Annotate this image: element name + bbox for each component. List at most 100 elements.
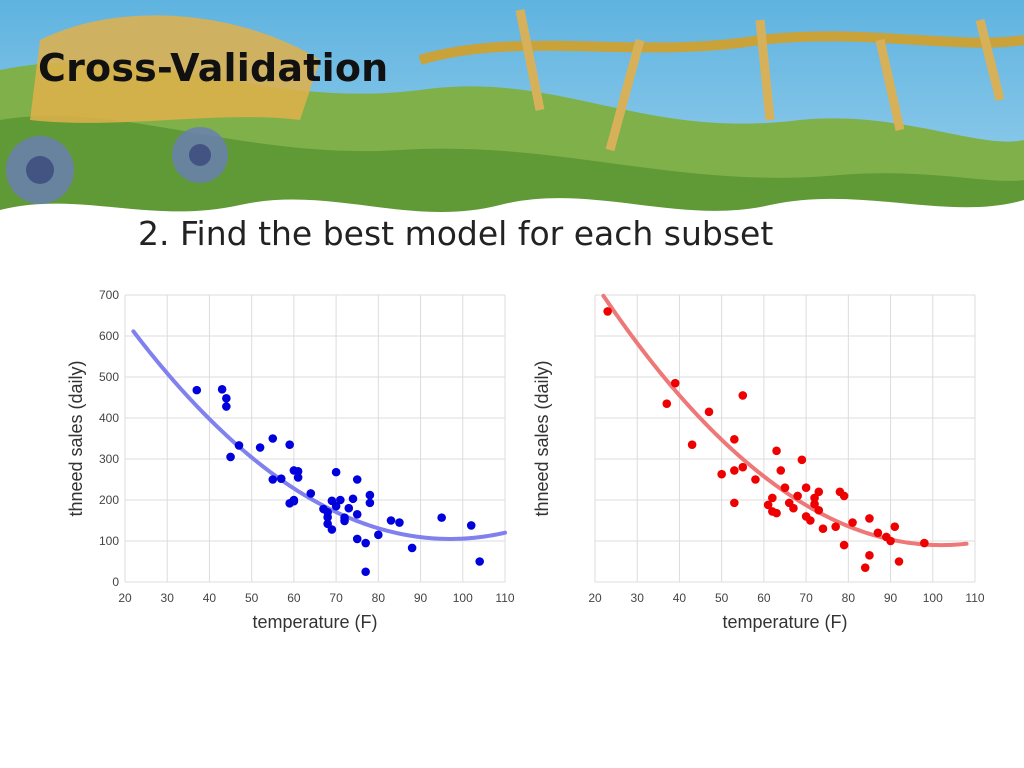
data-point bbox=[268, 475, 278, 484]
x-tick-label: 70 bbox=[799, 591, 813, 605]
x-tick-label: 20 bbox=[118, 591, 132, 605]
data-point bbox=[890, 522, 900, 531]
data-point bbox=[772, 508, 781, 518]
data-point bbox=[268, 434, 278, 443]
data-point bbox=[352, 534, 362, 544]
data-point bbox=[730, 466, 739, 475]
data-point bbox=[336, 495, 345, 505]
y-tick-label: 100 bbox=[99, 534, 119, 548]
data-point bbox=[839, 540, 849, 550]
data-point bbox=[763, 500, 773, 510]
x-tick-label: 30 bbox=[161, 591, 175, 605]
data-point bbox=[276, 474, 286, 483]
data-point bbox=[662, 399, 672, 408]
data-point bbox=[340, 516, 349, 526]
data-point bbox=[831, 522, 840, 531]
x-tick-label: 50 bbox=[715, 591, 729, 605]
x-tick-label: 60 bbox=[287, 591, 301, 605]
data-point bbox=[810, 499, 819, 509]
x-tick-label: 90 bbox=[414, 591, 428, 605]
x-tick-label: 90 bbox=[884, 591, 898, 605]
data-point bbox=[361, 567, 370, 577]
data-point bbox=[801, 483, 811, 492]
data-point bbox=[222, 402, 231, 411]
data-point bbox=[386, 516, 396, 525]
data-point bbox=[293, 473, 303, 482]
data-point bbox=[331, 467, 341, 477]
y-tick-label: 600 bbox=[99, 329, 119, 343]
scatter-chart-blue: 20 30 40 50 60 70 80 90 100 110 0 100 200 300 400 500 60… bbox=[50, 270, 530, 650]
x-tick-label: 70 bbox=[329, 591, 343, 605]
chart-svg-red: 20 30 40 50 60 70 80 90 100 110 temperature (F) thn… bbox=[532, 293, 985, 632]
data-point bbox=[344, 503, 354, 513]
slide-subtitle: 2. Find the best model for each subset bbox=[138, 214, 774, 253]
data-point bbox=[407, 543, 417, 553]
y-tick-label: 400 bbox=[99, 411, 119, 425]
data-point bbox=[873, 528, 883, 538]
data-point bbox=[776, 466, 786, 475]
fit-curve bbox=[601, 293, 969, 548]
data-point bbox=[255, 443, 265, 452]
data-point bbox=[331, 501, 341, 511]
data-point bbox=[865, 514, 874, 523]
data-point bbox=[466, 521, 476, 530]
data-point bbox=[285, 440, 294, 449]
data-point bbox=[217, 385, 227, 394]
data-point bbox=[717, 469, 726, 479]
data-point bbox=[603, 307, 612, 316]
data-point bbox=[793, 491, 802, 501]
data-point bbox=[327, 525, 337, 534]
x-tick-label: 100 bbox=[923, 591, 943, 605]
y-tick-label: 200 bbox=[99, 493, 119, 507]
data-point bbox=[780, 483, 790, 492]
x-tick-label: 40 bbox=[203, 591, 217, 605]
data-point bbox=[348, 494, 358, 504]
decorative-banner bbox=[0, 0, 1024, 240]
data-point bbox=[704, 407, 714, 417]
data-point bbox=[818, 524, 828, 533]
data-point bbox=[395, 518, 404, 527]
data-point bbox=[730, 498, 739, 508]
x-tick-label: 30 bbox=[631, 591, 645, 605]
data-point bbox=[738, 462, 748, 472]
data-point bbox=[814, 487, 824, 497]
data-point bbox=[738, 391, 748, 400]
data-point bbox=[670, 378, 680, 388]
data-point bbox=[222, 394, 231, 403]
data-point bbox=[814, 505, 824, 515]
x-tick-label: 20 bbox=[588, 591, 602, 605]
data-point bbox=[365, 498, 375, 508]
data-point bbox=[374, 530, 383, 540]
data-point bbox=[352, 510, 362, 519]
data-point bbox=[293, 467, 303, 476]
y-tick-label: 700 bbox=[99, 288, 119, 302]
chart-svg-blue: 20 30 40 50 60 70 80 90 100 110 0 100 200 300 400 500 60… bbox=[66, 288, 515, 632]
scatter-chart-red: 20 30 40 50 60 70 80 90 100 110 temperature (F) thn… bbox=[520, 270, 1000, 650]
data-point bbox=[894, 557, 904, 566]
data-point bbox=[797, 455, 807, 465]
data-point bbox=[361, 538, 370, 548]
data-point bbox=[789, 503, 798, 513]
x-tick-label: 50 bbox=[245, 591, 259, 605]
data-point bbox=[687, 440, 697, 449]
y-tick-label: 300 bbox=[99, 452, 119, 466]
data-point bbox=[306, 489, 316, 498]
data-point bbox=[226, 452, 235, 462]
slide-title: Cross-Validation bbox=[38, 46, 389, 90]
data-point bbox=[730, 435, 739, 444]
data-point bbox=[860, 563, 870, 572]
x-tick-label: 40 bbox=[673, 591, 687, 605]
data-point bbox=[234, 441, 244, 450]
x-tick-label: 80 bbox=[842, 591, 856, 605]
x-tick-label: 80 bbox=[372, 591, 386, 605]
fit-curve bbox=[131, 329, 507, 541]
data-point bbox=[751, 475, 760, 484]
x-tick-label: 110 bbox=[965, 591, 984, 605]
data-point bbox=[848, 518, 857, 527]
y-tick-label: 500 bbox=[99, 370, 119, 384]
data-point bbox=[886, 536, 895, 546]
x-tick-label: 100 bbox=[453, 591, 473, 605]
data-point bbox=[192, 385, 202, 395]
y-tick-label: 0 bbox=[112, 575, 119, 589]
data-point bbox=[365, 490, 375, 500]
